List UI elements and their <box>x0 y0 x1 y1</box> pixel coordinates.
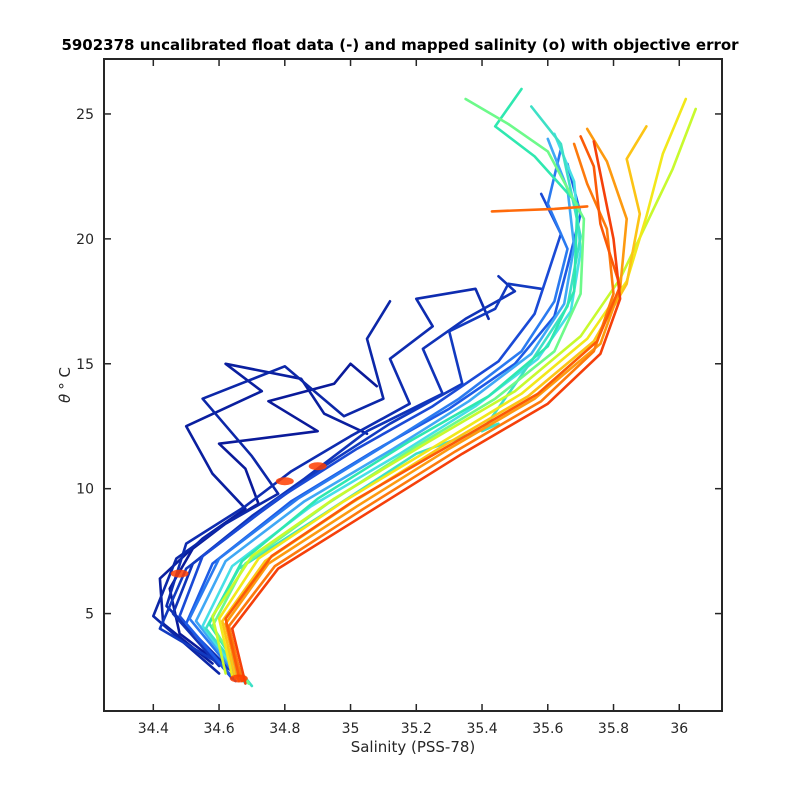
y-axis-unit: ° C <box>56 367 74 390</box>
y-tick-label-5: 25 <box>76 107 94 123</box>
series-line-7 <box>178 192 563 680</box>
mapped-salinity-marker-4 <box>229 674 248 683</box>
series-line-16 <box>217 97 688 678</box>
y-tick-label-3: 15 <box>76 357 94 373</box>
x-tick-label-4: 35 <box>342 721 360 737</box>
series-line-4 <box>165 287 490 680</box>
series-line-1 <box>168 362 379 670</box>
x-tick-label-8: 35.8 <box>598 721 629 737</box>
series-line-22 <box>230 140 622 685</box>
x-tick-label-5: 35.2 <box>401 721 432 737</box>
series-line-18 <box>224 127 629 683</box>
x-tick-label-6: 35.4 <box>466 721 497 737</box>
axes-frame <box>103 58 723 712</box>
axes: 34.4 34.6 34.8 35 35.2 35.4 35.6 35.8 36 5 10 15 20 2… <box>76 58 723 737</box>
x-tick-label-2: 34.6 <box>203 721 234 737</box>
mapped-salinity-marker-2 <box>275 477 294 486</box>
plot-area <box>152 87 698 688</box>
x-tick-label-1: 34.4 <box>138 721 169 737</box>
series-line-3 <box>152 299 392 675</box>
y-tick-label-1: 5 <box>85 607 94 623</box>
mapped-salinity-marker-3 <box>308 462 327 471</box>
series-line-17 <box>221 125 648 680</box>
series-line-9 <box>188 147 569 680</box>
chart-title: 5902378 uncalibrated float data (-) and … <box>61 36 739 54</box>
y-tick-label-2: 10 <box>76 482 94 498</box>
series-line-10 <box>194 137 576 683</box>
series-line-5 <box>171 274 517 668</box>
series-line-20 <box>224 135 622 678</box>
series-line-6 <box>158 282 543 673</box>
x-tick-label-3: 34.8 <box>269 721 300 737</box>
series-line-13 <box>207 87 579 680</box>
series-line-15 <box>211 107 698 675</box>
series-line-8 <box>184 162 582 683</box>
series-line-21 <box>490 205 589 213</box>
x-tick-label-7: 35.6 <box>532 721 563 737</box>
x-tick-label-9: 36 <box>670 721 688 737</box>
y-tick-label-4: 20 <box>76 232 94 248</box>
y-axis-title: θ ° C <box>56 367 74 403</box>
mapped-salinity-marker-1 <box>170 569 189 578</box>
y-axis-symbol: θ <box>56 394 74 403</box>
x-axis-title: Salinity (PSS-78) <box>351 738 476 756</box>
